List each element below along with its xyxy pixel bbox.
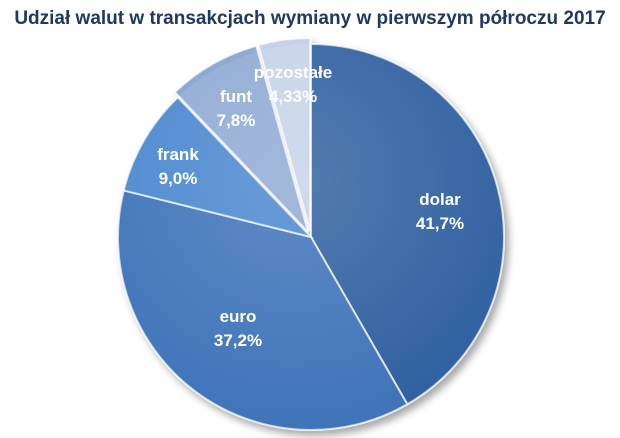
slice-category-label: pozostałe	[254, 63, 332, 82]
slice-value-label: 9,0%	[159, 169, 198, 188]
slice-value-label: 4,33%	[269, 87, 317, 106]
chart-title: Udział walut w transakcjach wymiany w pi…	[14, 8, 606, 29]
slice-category-label: euro	[220, 307, 257, 326]
pie-labels: dolar 41,7% euro 37,2% frank 9,0% funt 7,8% pozo…	[157, 63, 464, 350]
slice-category-label: frank	[157, 145, 199, 164]
slice-value-label: 7,8%	[217, 111, 256, 130]
slice-value-label: 37,2%	[214, 331, 262, 350]
slice-value-label: 41,7%	[416, 214, 464, 233]
slice-category-label: funt	[220, 87, 252, 106]
slice-category-label: dolar	[419, 190, 461, 209]
